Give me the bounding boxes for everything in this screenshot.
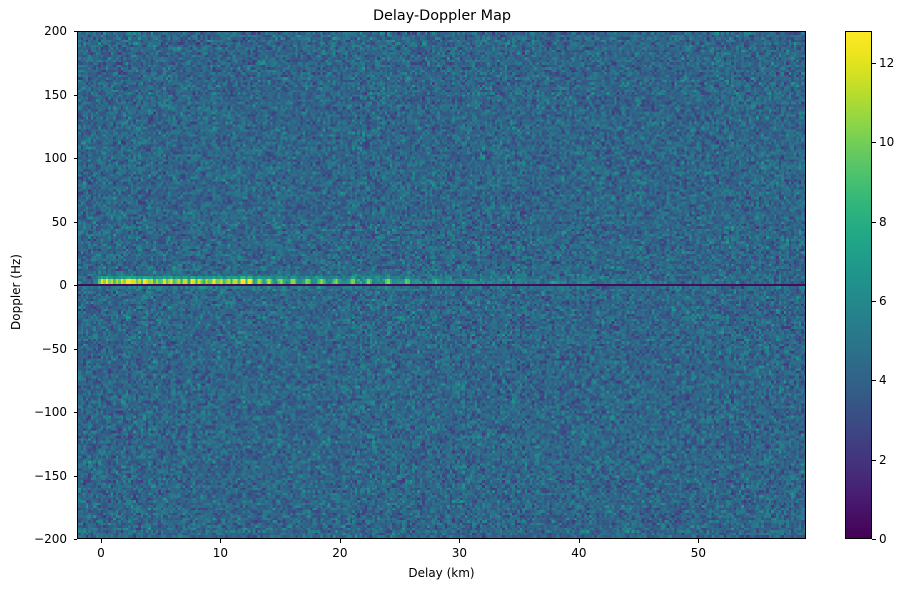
colorbar-tick-mark [872, 221, 876, 223]
y-tick-label: −200 [34, 532, 67, 546]
x-tick-mark [459, 539, 461, 543]
x-tick-label: 50 [690, 546, 707, 560]
y-tick-mark [73, 285, 77, 286]
colorbar-gradient [846, 32, 871, 538]
colorbar-tick-label: 0 [879, 532, 887, 546]
x-tick-mark [339, 539, 341, 543]
y-tick-mark [73, 412, 77, 413]
y-tick-mark [73, 221, 77, 223]
y-tick-label: −150 [34, 468, 67, 483]
colorbar-tick-label: 2 [879, 452, 887, 467]
y-tick-label: −50 [41, 341, 67, 356]
colorbar-tick-mark [872, 459, 876, 461]
x-tick-label: 40 [571, 546, 587, 560]
x-tick-mark [100, 539, 102, 543]
x-axis-label: Delay (km) [408, 566, 475, 580]
x-tick-label: 0 [97, 546, 105, 560]
colorbar-tick-label: 12 [879, 55, 895, 70]
x-tick-label: 10 [212, 546, 229, 560]
y-tick-mark [73, 94, 77, 96]
x-tick-label: 20 [332, 546, 348, 560]
x-tick-label: 30 [451, 546, 468, 560]
y-tick-label: 50 [51, 214, 67, 229]
colorbar [845, 31, 872, 539]
y-tick-mark [73, 475, 77, 477]
colorbar-tick-mark [872, 539, 876, 540]
y-tick-mark [73, 158, 77, 159]
x-tick-mark [578, 539, 580, 543]
y-tick-mark [73, 348, 77, 350]
y-tick-label: −100 [34, 405, 67, 419]
y-tick-mark [73, 539, 77, 540]
y-tick-label: 0 [59, 278, 67, 292]
colorbar-tick-mark [872, 300, 876, 302]
colorbar-tick-label: 6 [879, 293, 887, 308]
colorbar-tick-mark [872, 62, 876, 64]
delay-doppler-heatmap [78, 32, 805, 538]
colorbar-tick-label: 4 [879, 373, 887, 388]
plot-area [77, 31, 806, 539]
y-tick-mark [73, 31, 77, 32]
y-tick-label: 200 [44, 24, 67, 38]
colorbar-tick-mark [872, 142, 876, 144]
y-tick-label: 150 [44, 87, 67, 102]
x-tick-mark [220, 539, 222, 543]
colorbar-tick-label: 8 [879, 214, 887, 229]
colorbar-tick-label: 10 [879, 135, 895, 150]
page-title: Delay-Doppler Map [372, 8, 512, 24]
y-axis-label: Doppler (Hz) [9, 254, 23, 330]
y-tick-label: 100 [44, 151, 67, 165]
x-tick-mark [698, 539, 700, 543]
colorbar-tick-mark [872, 380, 876, 382]
